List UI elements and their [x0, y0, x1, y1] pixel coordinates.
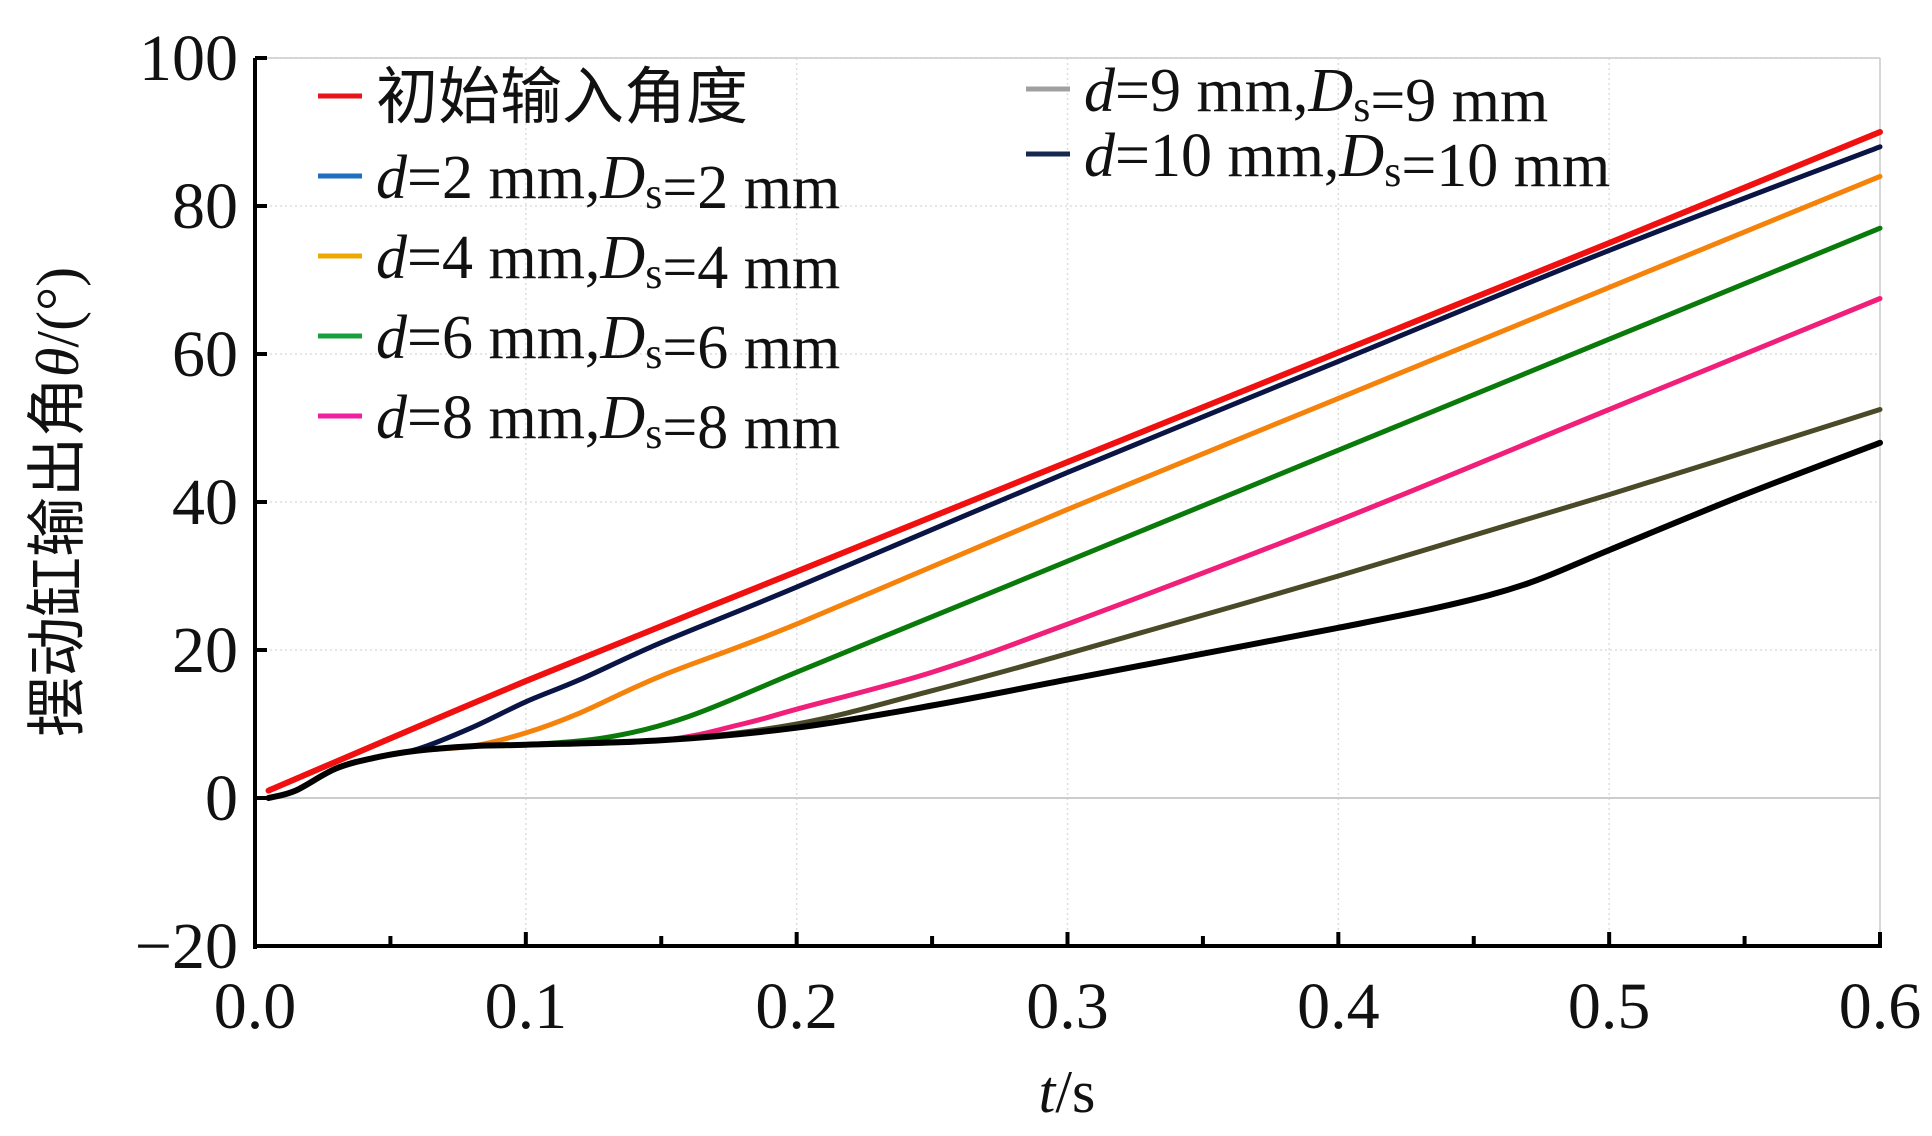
y-tick-label: 0	[205, 762, 238, 835]
legend-label-part: s	[645, 329, 662, 378]
legend-label-part: =4 mm,	[407, 224, 600, 292]
legend-label-part: d	[1084, 57, 1116, 125]
legend-label-part: =10 mm,	[1115, 122, 1339, 190]
series-lines	[265, 129, 1883, 801]
legend-label-part: =6 mm	[662, 314, 840, 382]
legend-label-part: =9 mm,	[1115, 57, 1308, 125]
legend-label-part: D	[599, 304, 645, 372]
x-tick-label: 0.3	[1026, 970, 1109, 1043]
legend-entry: d=10 mm,Ds=10 mm	[1026, 122, 1610, 200]
legend-label-part: s	[1353, 82, 1370, 131]
legend-label-part: D	[599, 224, 645, 292]
legend-label: d=2 mm,Ds=2 mm	[376, 144, 840, 222]
legend-label-part: =2 mm	[662, 154, 840, 222]
legend-entry: d=8 mm,Ds=8 mm	[318, 384, 840, 462]
legend-label-part: =2 mm,	[407, 144, 600, 212]
legend-label: 初始输入角度	[376, 64, 748, 132]
legend-label-part: D	[599, 144, 645, 212]
legend-label-part: =6 mm,	[407, 304, 600, 372]
legend-label: d=4 mm,Ds=4 mm	[376, 224, 840, 302]
legend-label: d=6 mm,Ds=6 mm	[376, 304, 840, 382]
legend-entry: 初始输入角度	[318, 64, 748, 132]
y-tick-label: 100	[139, 22, 238, 95]
x-tick-label: 0.6	[1839, 970, 1922, 1043]
x-tick-label: 0.2	[755, 970, 838, 1043]
legend-label-part: 初始输入角度	[376, 64, 748, 132]
legend-entry: d=2 mm,Ds=2 mm	[318, 144, 840, 222]
x-tick-label: 0.4	[1297, 970, 1380, 1043]
legend-entry: d=9 mm,Ds=9 mm	[1026, 57, 1548, 135]
y-tick-label: 60	[172, 318, 238, 391]
legend-label-part: d	[376, 304, 408, 372]
legend-label-part: d	[376, 384, 408, 452]
legend-label-part: s	[645, 169, 662, 218]
legend-label-part: =4 mm	[662, 234, 840, 302]
legend-label: d=8 mm,Ds=8 mm	[376, 384, 840, 462]
x-tick-label: 0.1	[485, 970, 568, 1043]
series-line-6	[265, 439, 1883, 801]
series-line-0	[265, 129, 1883, 794]
y-tick-label: 40	[172, 466, 238, 539]
legend-label-part: =8 mm	[662, 394, 840, 462]
legend-label-part: D	[1338, 122, 1384, 190]
legend-label-part: =10 mm	[1401, 132, 1610, 200]
legend-label-part: s	[645, 249, 662, 298]
y-axis-label: 摆动缸输出角θ/(°)	[25, 267, 91, 737]
legend-label-part: s	[645, 409, 662, 458]
legend-label-part: d	[376, 144, 408, 212]
x-tick-label: 0.5	[1568, 970, 1651, 1043]
y-tick-label: 80	[172, 170, 238, 243]
legend-label-part: D	[599, 384, 645, 452]
legend-label-part: =8 mm,	[407, 384, 600, 452]
legend-label: d=9 mm,Ds=9 mm	[1084, 57, 1548, 135]
axes: 0.0 0.1 0.2 0.3 0.4 0.5 0.6 −20 0 20 40 60 80 100	[135, 22, 1921, 1043]
legend-label-part: =9 mm	[1370, 67, 1548, 135]
y-tick-label: −20	[135, 910, 238, 983]
legend-label-part: s	[1384, 147, 1401, 196]
legend-label-part: d	[1084, 122, 1116, 190]
legend-label: d=10 mm,Ds=10 mm	[1084, 122, 1610, 200]
legend-label-part: d	[376, 224, 408, 292]
x-axis-label: t/s	[1039, 1059, 1096, 1125]
legend-label-part: D	[1307, 57, 1353, 125]
series-line-4	[266, 296, 1883, 801]
x-tick-label: 0.0	[214, 970, 297, 1043]
legend-entry: d=6 mm,Ds=6 mm	[318, 304, 840, 382]
legend-entry: d=4 mm,Ds=4 mm	[318, 224, 840, 302]
y-tick-label: 20	[172, 614, 238, 687]
